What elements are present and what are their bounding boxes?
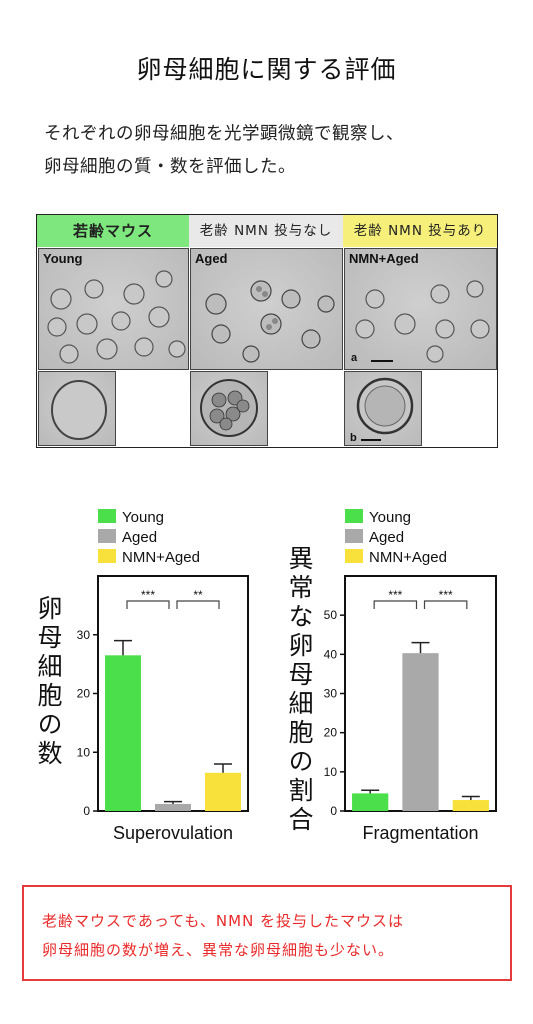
sig-bracket-0 [373, 600, 418, 609]
legend-label-1: Aged [369, 529, 404, 546]
legend-label-2: NMN+Aged [122, 549, 200, 566]
note-line-2: 卵母細胞の数が増え、異常な卵母細胞も少ない。 [42, 941, 395, 959]
scale-label-a: a [351, 352, 358, 364]
aged-zoom-drawing [200, 379, 258, 437]
legend-label-2: NMN+Aged [369, 549, 447, 566]
young-oocyte-image: Young [38, 248, 189, 370]
sig-label-0: *** [388, 588, 402, 602]
bar-aged [402, 653, 439, 811]
image-label-aged: Aged [195, 251, 228, 266]
conclusion-note: 老齢マウスであっても、NMN を投与したマウスは 卵母細胞の数が増え、異常な卵母… [22, 885, 512, 981]
nmn-aged-oocyte-zoom: b [344, 371, 422, 446]
bar-nmn-aged [452, 800, 489, 811]
legend-swatch-0 [345, 509, 363, 523]
legend-label-0: Young [122, 509, 164, 526]
young-oocyte-zoom [38, 371, 116, 446]
y-tick-label-2: 20 [77, 687, 91, 701]
aged-oocyte-image: Aged [190, 248, 343, 370]
sig-label-0: *** [141, 588, 155, 602]
chart2-ylabel: 異常な卵母細胞の割合 [285, 545, 314, 835]
nmn-aged-oocyte-image: NMN+Aged a [344, 248, 497, 370]
x-axis-label: Fragmentation [362, 823, 478, 843]
legend-swatch-1 [345, 529, 363, 543]
y-tick-label-1: 10 [324, 765, 338, 779]
y-tick-label-3: 30 [77, 628, 91, 642]
scale-label-b: b [350, 432, 357, 444]
legend-swatch-0 [98, 509, 116, 523]
legend-swatch-2 [345, 549, 363, 563]
header-aged-nmn: 老齢 NMN 投与あり [343, 215, 497, 247]
young-zoom-drawing [51, 380, 107, 440]
y-tick-label-1: 10 [77, 745, 91, 759]
aged-oocyte-zoom [190, 371, 268, 446]
legend-swatch-2 [98, 549, 116, 563]
image-label-young: Young [43, 251, 83, 266]
chart-fragmentation: Young Aged NMN+Aged 0 10 20 30 40 50 *** *** Fragme… [324, 509, 497, 843]
y-tick-label-2: 20 [324, 726, 338, 740]
microscopy-panel: 若齢マウス 老齢 NMN 投与なし 老齢 NMN 投与あり Young Aged [36, 214, 498, 448]
image-label-nmn: NMN+Aged [349, 251, 419, 266]
young-oocytes-drawing [47, 270, 186, 364]
page-title: 卵母細胞に関する評価 [136, 55, 397, 84]
bar-young [105, 655, 141, 811]
sig-label-1: *** [439, 588, 453, 602]
legend-label-0: Young [369, 509, 411, 526]
sig-bracket-1 [423, 600, 468, 609]
intro-text: それぞれの卵母細胞を光学顕微鏡で観察し、 卵母細胞の質・数を評価した。 [44, 118, 514, 184]
y-tick-label-0: 0 [330, 804, 337, 818]
sig-bracket-0 [126, 600, 170, 609]
sig-bracket-1 [176, 600, 220, 609]
bar-aged [155, 803, 191, 811]
chart1-ylabel: 卵母細胞の数 [34, 595, 63, 769]
x-axis-label: Superovulation [113, 823, 233, 843]
intro-line-1: それぞれの卵母細胞を光学顕微鏡で観察し、 [44, 124, 404, 144]
nmn-oocytes-drawing [355, 280, 490, 363]
y-tick-label-3: 30 [324, 687, 338, 701]
sig-label-1: ** [193, 588, 203, 602]
y-tick-label-5: 50 [324, 608, 338, 622]
y-tick-label-0: 0 [83, 804, 90, 818]
intro-line-2: 卵母細胞の質・数を評価した。 [44, 157, 296, 177]
header-young: 若齢マウス [37, 215, 189, 247]
bar-young [352, 793, 389, 811]
legend-label-1: Aged [122, 529, 157, 546]
aged-oocytes-drawing [205, 280, 335, 363]
header-aged-no-nmn: 老齢 NMN 投与なし [189, 215, 343, 247]
nmn-zoom-drawing [356, 377, 414, 441]
note-line-1: 老齢マウスであっても、NMN を投与したマウスは [42, 912, 405, 930]
legend-swatch-1 [98, 529, 116, 543]
y-tick-label-4: 40 [324, 647, 338, 661]
bar-nmn-aged [205, 772, 241, 811]
